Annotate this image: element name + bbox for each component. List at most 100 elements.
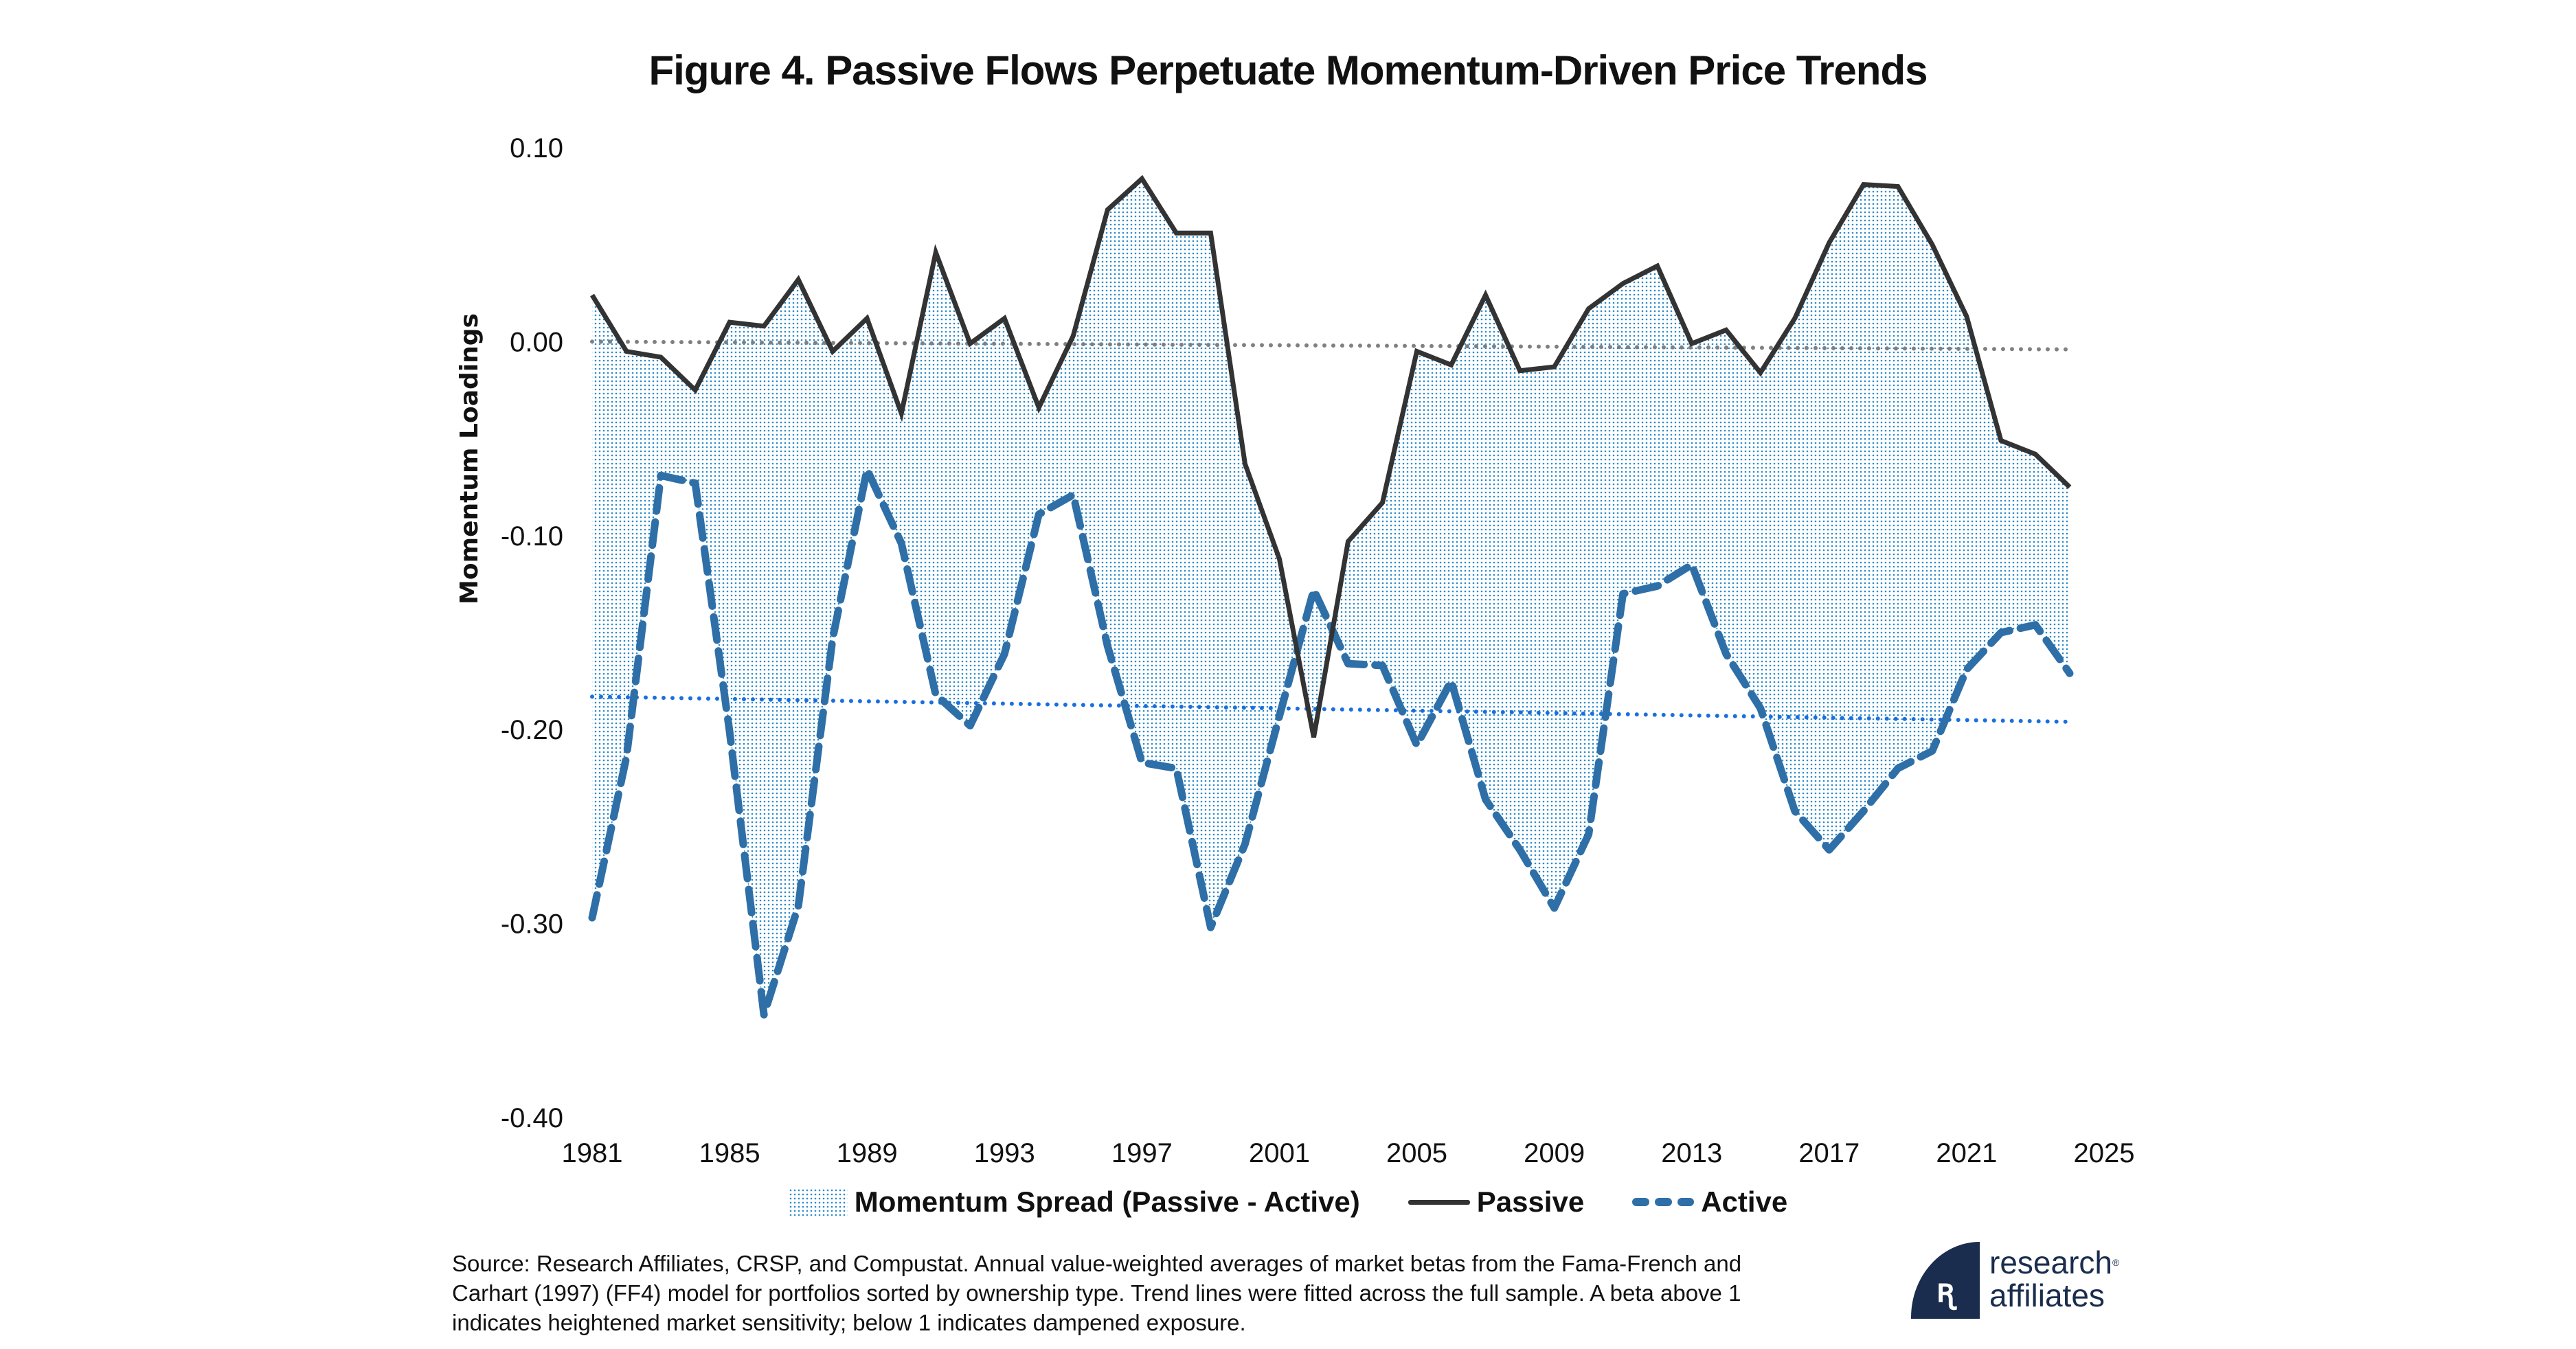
active-point-1998 [1174, 767, 1178, 771]
passive-point-2015 [1759, 371, 1763, 375]
passive-point-1989 [865, 317, 869, 321]
passive-series-line [590, 174, 2072, 738]
passive-point-2004 [1381, 501, 1385, 505]
passive-point-1996 [1105, 207, 1109, 212]
active-point-2019 [1896, 767, 1900, 771]
active-point-1987 [796, 904, 800, 908]
series-layer [588, 174, 2074, 1019]
spread-area-layer [592, 179, 2070, 1015]
active-point-2023 [2033, 623, 2037, 627]
chart-plot: 0.100.00-0.10-0.20-0.30-0.40 1981 1985 198… [455, 133, 2135, 1168]
x-tick-label: 2001 [1249, 1138, 1310, 1168]
passive-point-2001 [1277, 557, 1281, 561]
x-tick-label: 1993 [974, 1138, 1035, 1168]
active-point-2024 [2068, 671, 2072, 675]
active-point-1982 [624, 755, 629, 759]
legend-label-spread: Momentum Spread (Passive - Active) [854, 1186, 1360, 1218]
passive-point-1983 [659, 355, 663, 359]
active-point-2018 [1862, 809, 1866, 813]
x-tick-label: 2013 [1661, 1138, 1722, 1168]
passive-point-2021 [1965, 315, 1969, 319]
active-point-1981 [590, 916, 594, 920]
passive-point-2013 [1690, 341, 1694, 345]
active-point-2017 [1827, 848, 1831, 852]
passive-point-2010 [1587, 306, 1591, 310]
active-point-1993 [1002, 652, 1006, 656]
passive-point-1999 [1208, 231, 1212, 235]
passive-point-2014 [1724, 328, 1728, 332]
active-point-2004 [1381, 664, 1385, 668]
passive-point-1993 [1002, 317, 1006, 321]
x-tick-label: 1981 [562, 1138, 623, 1168]
x-tick-label: 1985 [699, 1138, 760, 1168]
y-tick-label: 0.00 [510, 327, 563, 357]
legend-item-spread: Momentum Spread (Passive - Active) [788, 1186, 1360, 1218]
active-point-2008 [1518, 848, 1522, 852]
active-point-2006 [1449, 679, 1454, 683]
legend-item-passive: Passive [1408, 1186, 1584, 1218]
x-tick-label: 2025 [2074, 1138, 2135, 1168]
y-axis: 0.10 0.00 -0.10 -0.20 -0.30 -0.40 [501, 133, 563, 1133]
y-tick-label: -0.30 [501, 909, 563, 940]
passive-point-2007 [1484, 293, 1488, 297]
legend-label-active: Active [1701, 1186, 1788, 1218]
active-point-1995 [1071, 492, 1075, 497]
passive-point-2016 [1793, 317, 1797, 321]
logo-text: research® affiliates [1989, 1246, 2119, 1312]
active-point-2016 [1793, 809, 1797, 813]
x-tick-label: 2009 [1524, 1138, 1585, 1168]
passive-point-2018 [1862, 183, 1866, 187]
passive-point-1985 [727, 320, 732, 324]
active-point-2012 [1656, 584, 1660, 588]
active-point-2000 [1243, 842, 1247, 846]
active-point-1985 [727, 729, 732, 734]
x-tick-label: 1997 [1111, 1138, 1173, 1168]
passive-point-1998 [1174, 231, 1178, 235]
passive-point-1991 [934, 250, 938, 254]
passive-point-1987 [796, 277, 800, 282]
passive-point-2006 [1449, 363, 1454, 367]
active-point-2010 [1587, 832, 1591, 837]
logo-mark-icon: ꭆ [1911, 1242, 1980, 1319]
passive-point-1994 [1037, 405, 1041, 409]
passive-point-1984 [693, 388, 697, 392]
passive-point-1997 [1140, 177, 1144, 181]
active-point-1983 [659, 473, 663, 477]
passive-point-2000 [1243, 462, 1247, 466]
legend: Momentum Spread (Passive - Active) Passi… [0, 1186, 2576, 1218]
x-axis: 1981 1985 1989 1993 1997 2001 2005 2009 2013 2017… [562, 1138, 2135, 1168]
dashed-line-swatch-icon [1632, 1198, 1695, 1206]
passive-point-1995 [1071, 334, 1075, 338]
x-tick-label: 2005 [1386, 1138, 1447, 1168]
active-point-2011 [1621, 592, 1625, 596]
passive-point-2009 [1552, 365, 1557, 369]
active-point-2021 [1965, 668, 1969, 672]
passive-point-1986 [762, 324, 766, 328]
passive-point-2008 [1518, 369, 1522, 373]
active-point-2002 [1311, 588, 1315, 592]
active-point-1994 [1037, 512, 1041, 517]
passive-point-2005 [1415, 350, 1419, 354]
active-point-2022 [1999, 631, 2003, 635]
passive-point-2003 [1346, 539, 1351, 543]
active-point-1990 [899, 541, 903, 545]
logo-line-2: affiliates [1989, 1278, 2105, 1313]
passive-point-1981 [590, 293, 594, 297]
source-footnote: Source: Research Affiliates, CRSP, and C… [452, 1251, 1742, 1335]
spread-swatch-icon [788, 1188, 848, 1216]
active-point-1996 [1105, 644, 1109, 648]
passive-point-1982 [624, 350, 629, 354]
chart-title: Figure 4. Passive Flows Perpetuate Momen… [648, 47, 1928, 93]
active-point-1986 [762, 1012, 766, 1017]
active-point-1992 [968, 724, 972, 728]
active-point-2005 [1415, 743, 1419, 747]
legend-label-passive: Passive [1476, 1186, 1585, 1218]
passive-point-2022 [1999, 438, 2003, 442]
active-point-1989 [865, 468, 869, 472]
active-trend-line [590, 694, 2072, 724]
active-point-2015 [1759, 706, 1763, 710]
passive-trend-line [590, 339, 2072, 352]
passive-point-2011 [1621, 282, 1625, 286]
passive-point-1992 [968, 341, 972, 345]
active-point-1988 [831, 636, 835, 640]
